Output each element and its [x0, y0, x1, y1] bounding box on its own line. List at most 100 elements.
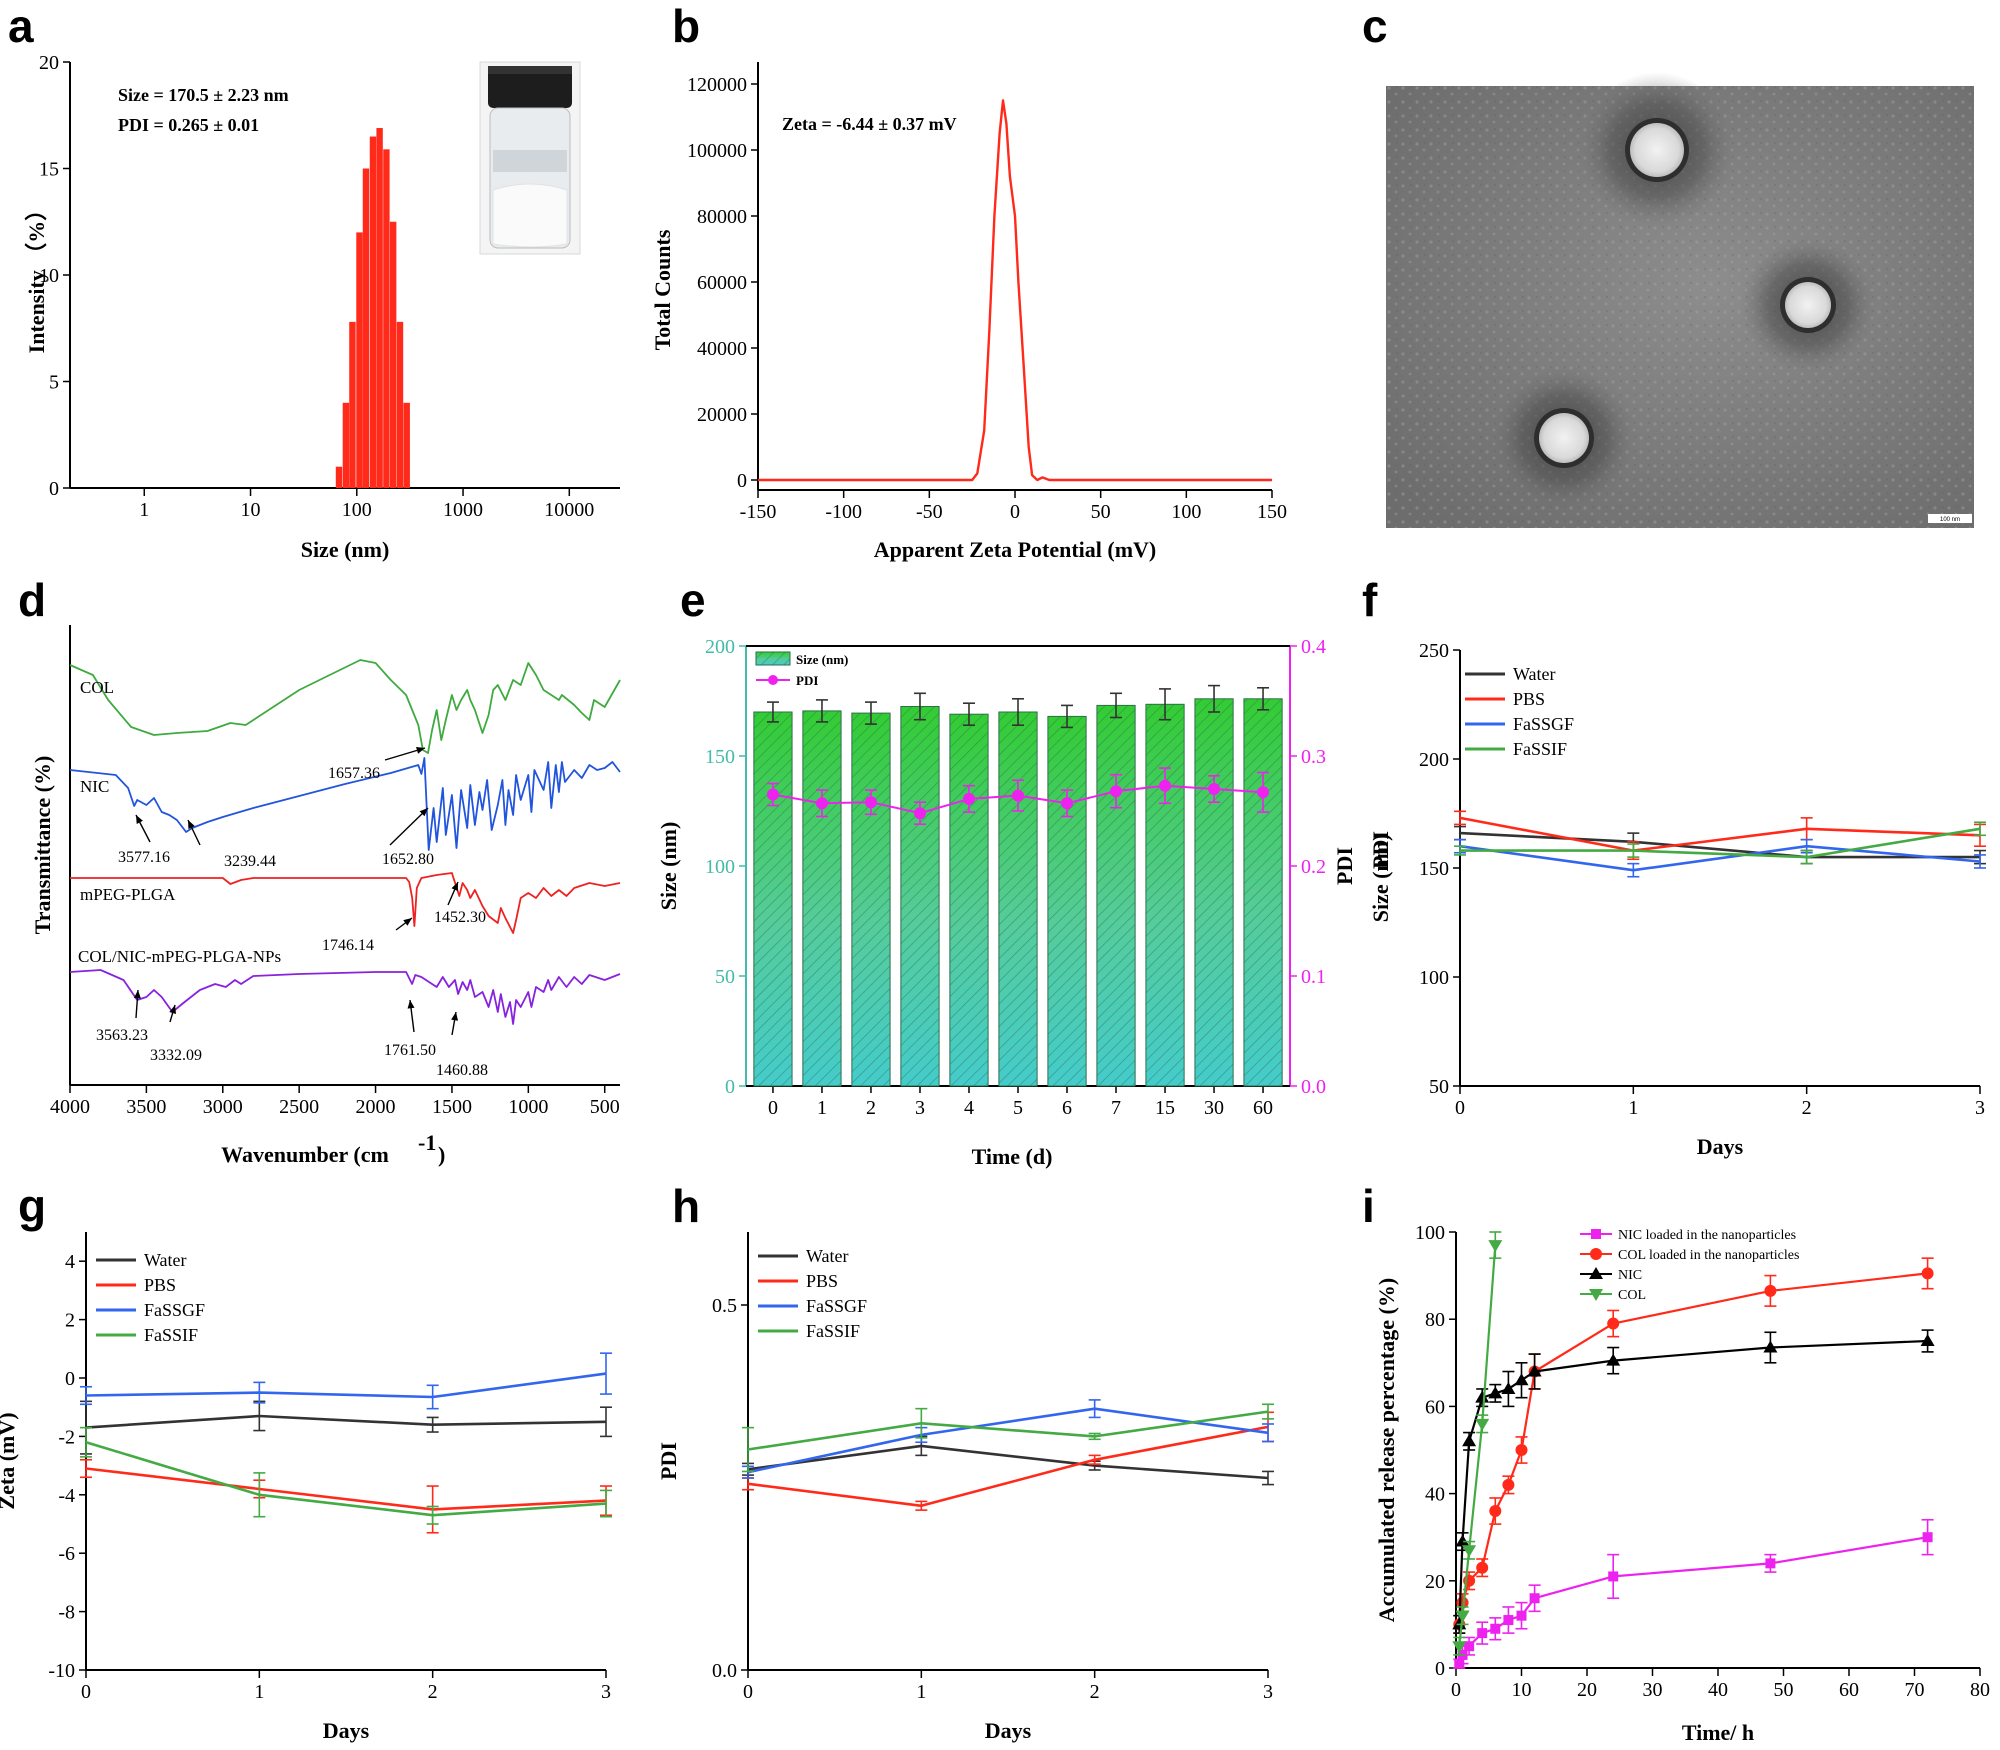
release-line [1458, 1272, 1928, 1625]
y-tick-label: -4 [58, 1485, 75, 1507]
x-tick-label: 4000 [50, 1096, 90, 1118]
peak-arrowhead [403, 918, 412, 926]
y-axis-title: Transmittance (%) [30, 756, 55, 935]
legend-label: Water [806, 1246, 849, 1266]
y-tick-label: 100000 [687, 140, 747, 162]
size-bar-hatch [1194, 698, 1234, 1086]
x-tick-label: 3000 [203, 1096, 243, 1118]
x-tick-label: -100 [825, 501, 862, 523]
panel-letter-a: a [8, 0, 34, 52]
point-marker [1490, 1623, 1501, 1634]
point-marker [1452, 1641, 1467, 1654]
size-bar-hatch [1145, 704, 1185, 1086]
y-tick-label: 20 [1425, 1571, 1445, 1593]
legend-label: Size (nm) [796, 652, 848, 667]
x-axis-title: Wavenumber (cm [221, 1142, 389, 1167]
legend-label: FaSSIF [806, 1321, 860, 1341]
x-tick-label: 1000 [443, 499, 483, 521]
peak-label: 1460.88 [436, 1062, 488, 1079]
panel-letter-h: h [672, 1180, 700, 1232]
y-tick-label: 20 [39, 52, 59, 74]
panel-letter-g: g [18, 1180, 46, 1232]
series-line [747, 1444, 1269, 1480]
y-tick-label: 40000 [697, 338, 747, 360]
point-marker [1607, 1317, 1620, 1330]
col-spectrum [69, 659, 621, 754]
pdi-point [1061, 797, 1074, 810]
point-marker [1514, 1373, 1529, 1386]
x-axis-title: Days [985, 1718, 1032, 1743]
pdi-point [1110, 785, 1123, 798]
legend-label: PBS [144, 1275, 176, 1295]
x-tick-label: 2 [1802, 1097, 1812, 1119]
x-tick-label: 1 [817, 1097, 827, 1119]
legend-label: PBS [1513, 689, 1545, 709]
x-tick-label: 2500 [279, 1096, 319, 1118]
x-tick-label: 1 [1628, 1097, 1638, 1119]
point-marker [1527, 1364, 1542, 1377]
panel-letter-e: e [680, 574, 706, 626]
x-tick-label: 60 [1839, 1679, 1859, 1701]
x-tick-label: -50 [916, 501, 943, 523]
y-tick-label: 15 [39, 159, 59, 181]
pdi-point [1012, 789, 1024, 802]
point-marker [1589, 1267, 1603, 1279]
x-axis-title: Apparent Zeta Potential (mV) [874, 537, 1157, 562]
nanoparticle-spectrum [69, 969, 621, 1025]
legend-label: Water [1513, 664, 1556, 684]
point-marker [1922, 1532, 1933, 1543]
y-tick-label: 120000 [687, 74, 747, 96]
chart-f: 0 1 2 3 50 100 150 200 250 Water PBS FaSSGF FaSSIF Da… [1368, 640, 1986, 1159]
peak-label: 3563.23 [96, 1027, 148, 1044]
peak-arrowhead [451, 882, 458, 891]
x-tick-label: 500 [590, 1096, 620, 1118]
chart-g: 0 1 2 3 -10 -8 -6 -4 -2 0 2 4 Water PBS FaSSGF FaSSIF Da… [0, 1232, 612, 1743]
size-bar [403, 402, 410, 488]
peak-label: 3239.44 [224, 853, 276, 870]
y2-tick-label: 0.3 [1301, 746, 1326, 768]
y-tick-label: 0 [49, 478, 59, 500]
pdi-point [766, 788, 779, 801]
legend-label: NIC [1618, 1268, 1642, 1283]
series-line [1459, 816, 1981, 852]
peak-arrowhead [407, 1000, 415, 1009]
panel-letter-c: c [1362, 0, 1388, 52]
x-tick-label: 50 [1774, 1679, 1794, 1701]
size-bar [342, 402, 350, 488]
y-tick-label: 0 [725, 1076, 735, 1098]
series-line [85, 1372, 607, 1399]
size-bar [362, 168, 370, 488]
legend-label: COL [1618, 1288, 1646, 1303]
chart-i: 0 10 20 30 40 50 60 70 80 0 20 40 60 80 100 NIC loaded … [1374, 1222, 1990, 1745]
peak-arrowhead [188, 820, 195, 829]
size-bar-hatch [998, 712, 1038, 1086]
x-axis-title: Days [323, 1718, 370, 1743]
chart-e: 0 50 100 150 200 0.0 0.1 0.2 0.3 0.4 0 1 2 3 4 5 6 7 15 30 6… [656, 636, 1357, 1169]
y-tick-label: -6 [58, 1543, 75, 1565]
y2-tick-label: 0.0 [1301, 1076, 1326, 1098]
y-tick-label: 2 [65, 1310, 75, 1332]
y-tick-label: 200 [1419, 749, 1449, 771]
peak-arrowhead [133, 990, 141, 999]
x-tick-label: 3 [601, 1681, 611, 1703]
panel-letter-d: d [18, 574, 46, 626]
x-tick-label: 3500 [126, 1096, 166, 1118]
size-bar [356, 232, 363, 488]
peak-label: 1746.14 [322, 937, 374, 954]
series-line [85, 1440, 607, 1517]
x-tick-label: 1 [139, 499, 149, 521]
x-tick-label: 30 [1643, 1679, 1663, 1701]
point-marker [1591, 1229, 1601, 1239]
size-bar [396, 321, 404, 488]
point-marker [1476, 1561, 1489, 1574]
y-axis-title: Accumulated release percentage (%) [1374, 1278, 1399, 1622]
zeta-annotation: Zeta = -6.44 ± 0.37 mV [782, 114, 957, 134]
y-tick-label: 100 [1415, 1222, 1445, 1244]
panel-letter-i: i [1362, 1180, 1375, 1232]
size-bar-hatch [851, 713, 891, 1086]
peak-label: 3577.16 [118, 849, 170, 866]
chart-a: 1 10 100 1000 10000 0 5 10 15 20 Size (nm) Intensit… [24, 52, 620, 562]
peak-arrowhead [419, 808, 428, 817]
y-axis-title: PDI [656, 1442, 681, 1480]
point-marker [1464, 1641, 1475, 1652]
